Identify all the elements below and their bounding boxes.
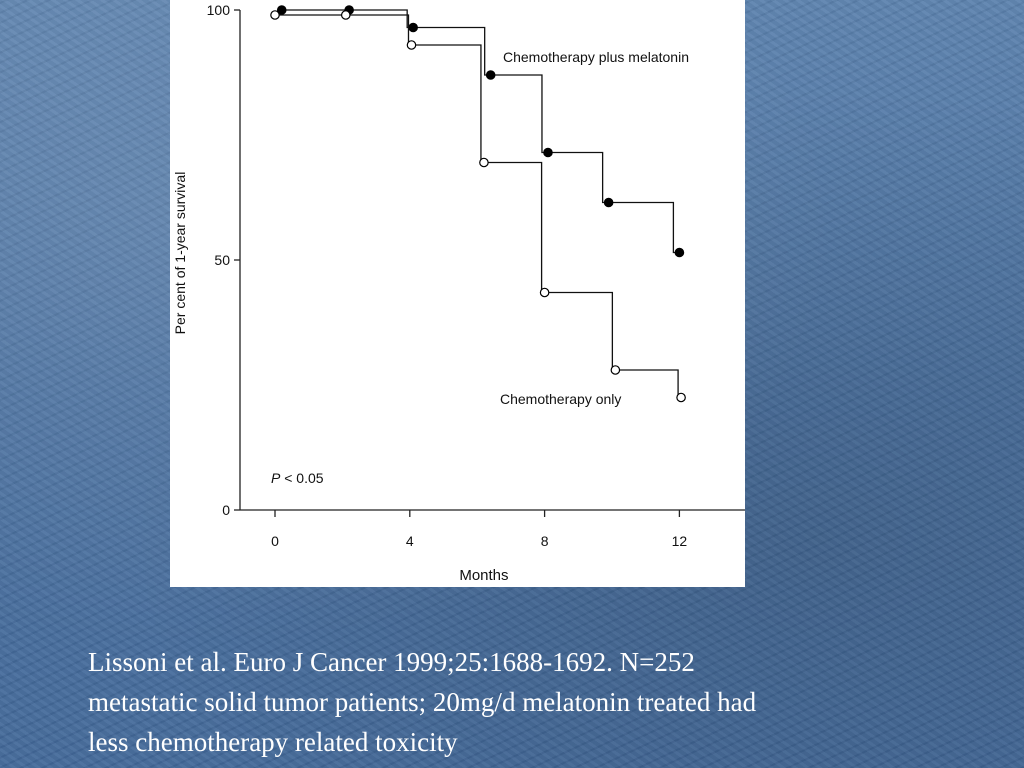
open-marker <box>406 40 417 50</box>
series-line-1 <box>281 9 680 254</box>
y-tick-label: 100 <box>207 2 231 18</box>
survival-chart: 0 50 100 0 4 8 12 Months Per cent of 1-year sur… <box>172 2 745 584</box>
y-axis-title: Per cent of 1-year survival <box>172 172 188 335</box>
chart-labels: Months Per cent of 1-year survival Chemoth… <box>172 49 689 584</box>
open-marker <box>676 392 686 403</box>
filled-marker <box>674 247 685 258</box>
open-marker <box>479 157 489 168</box>
chart-series <box>270 5 686 403</box>
x-tick-label: 12 <box>672 533 688 549</box>
filled-marker <box>543 147 553 158</box>
caption-line-2: metastatic solid tumor patients; 20mg/d … <box>88 687 757 717</box>
caption-line-1: Lissoni et al. Euro J Cancer 1999;25:168… <box>88 647 695 677</box>
x-axis-title: Months <box>459 567 508 584</box>
figure-panel: 0 50 100 0 4 8 12 Months Per cent of 1-year sur… <box>170 0 745 587</box>
p-value-annotation: P < 0.05 <box>271 470 324 486</box>
y-tick-label: 50 <box>214 252 230 268</box>
x-tick-label: 8 <box>541 533 549 549</box>
x-tick-label: 4 <box>406 533 414 549</box>
filled-marker <box>485 70 496 80</box>
filled-marker <box>276 5 287 15</box>
chart-axes: 0 50 100 0 4 8 12 <box>207 2 745 549</box>
x-tick-label: 0 <box>271 533 279 549</box>
open-marker <box>610 365 621 375</box>
open-marker <box>539 287 550 298</box>
filled-marker <box>408 22 418 33</box>
filled-marker <box>603 197 614 208</box>
series-label-melatonin: Chemotherapy plus melatonin <box>503 49 689 65</box>
slide-caption: Lissoni et al. Euro J Cancer 1999;25:168… <box>88 642 968 762</box>
open-marker <box>270 10 280 20</box>
open-marker <box>340 10 351 20</box>
y-tick-label: 0 <box>222 502 230 518</box>
series-label-chemo-only: Chemotherapy only <box>500 391 621 407</box>
series-line-2 <box>275 14 682 399</box>
caption-line-3: less chemotherapy related toxicity <box>88 727 458 757</box>
